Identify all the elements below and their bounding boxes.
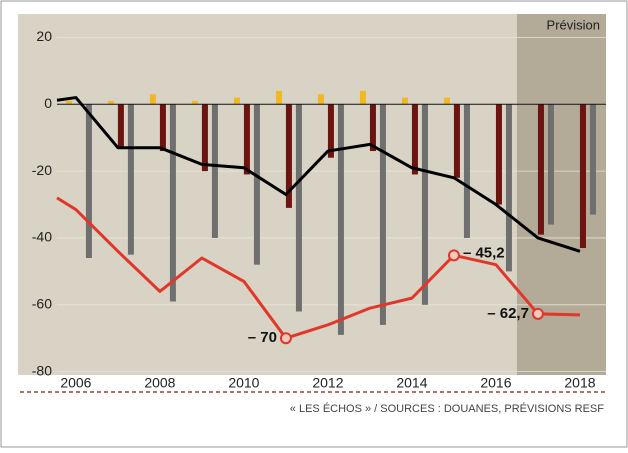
line (56, 196, 580, 340)
bar (159, 104, 166, 152)
bar (379, 104, 386, 325)
x-tick-label: 2010 (228, 375, 259, 391)
bar (65, 100, 72, 105)
bar (443, 97, 450, 105)
bar (411, 104, 418, 175)
bar (589, 104, 596, 215)
point-marker (531, 307, 544, 320)
y-tick-label: -80 (32, 362, 52, 378)
line (56, 96, 581, 253)
bar (169, 104, 176, 302)
bar (421, 104, 428, 305)
bar (285, 104, 292, 208)
data-label: – 62,7 (487, 305, 529, 322)
x-tick-label: 2008 (144, 375, 175, 391)
data-label: – 70 (248, 329, 277, 346)
bar (505, 104, 512, 272)
plot: Prévision 20 0 -20 -40 -60 -80 2006 2008 2010 2012… (32, 14, 606, 391)
bar (149, 94, 156, 105)
forecast-label: Prévision (547, 17, 600, 32)
y-tick-label: -40 (32, 229, 52, 245)
bar (401, 97, 408, 105)
x-tick-label: 2006 (60, 375, 91, 391)
bar (495, 104, 502, 205)
point-marker (279, 332, 292, 345)
bar (547, 104, 554, 225)
y-tick-label: -20 (32, 162, 52, 178)
bar (537, 104, 544, 235)
bar (127, 104, 134, 255)
source: « LES ÉCHOS » / SOURCES : DOUANES, PRÉVI… (290, 402, 604, 415)
bar (275, 90, 282, 105)
x-tick-label: 2018 (564, 375, 595, 391)
bar (317, 94, 324, 105)
y-tick-label: 20 (36, 28, 52, 44)
bar (369, 104, 376, 152)
bar (117, 104, 124, 148)
bar (201, 104, 208, 172)
bar (579, 104, 586, 248)
y-tick-label: -60 (32, 296, 52, 312)
bar (191, 100, 198, 105)
bar (233, 97, 240, 105)
bar (359, 90, 366, 105)
bar (253, 104, 260, 265)
bar (327, 104, 334, 158)
x-tick-label: 2014 (396, 375, 427, 391)
data-label: – 45,2 (463, 244, 505, 261)
point-marker (447, 249, 460, 262)
y-tick-label: 0 (44, 95, 52, 111)
bar (107, 100, 114, 105)
bar (453, 104, 460, 178)
bar (243, 104, 250, 175)
bar (85, 104, 92, 259)
bar (463, 104, 470, 238)
bar (211, 104, 218, 238)
bar (337, 104, 344, 335)
x-tick-label: 2012 (312, 375, 343, 391)
bar (295, 104, 302, 312)
x-tick-label: 2016 (480, 375, 511, 391)
